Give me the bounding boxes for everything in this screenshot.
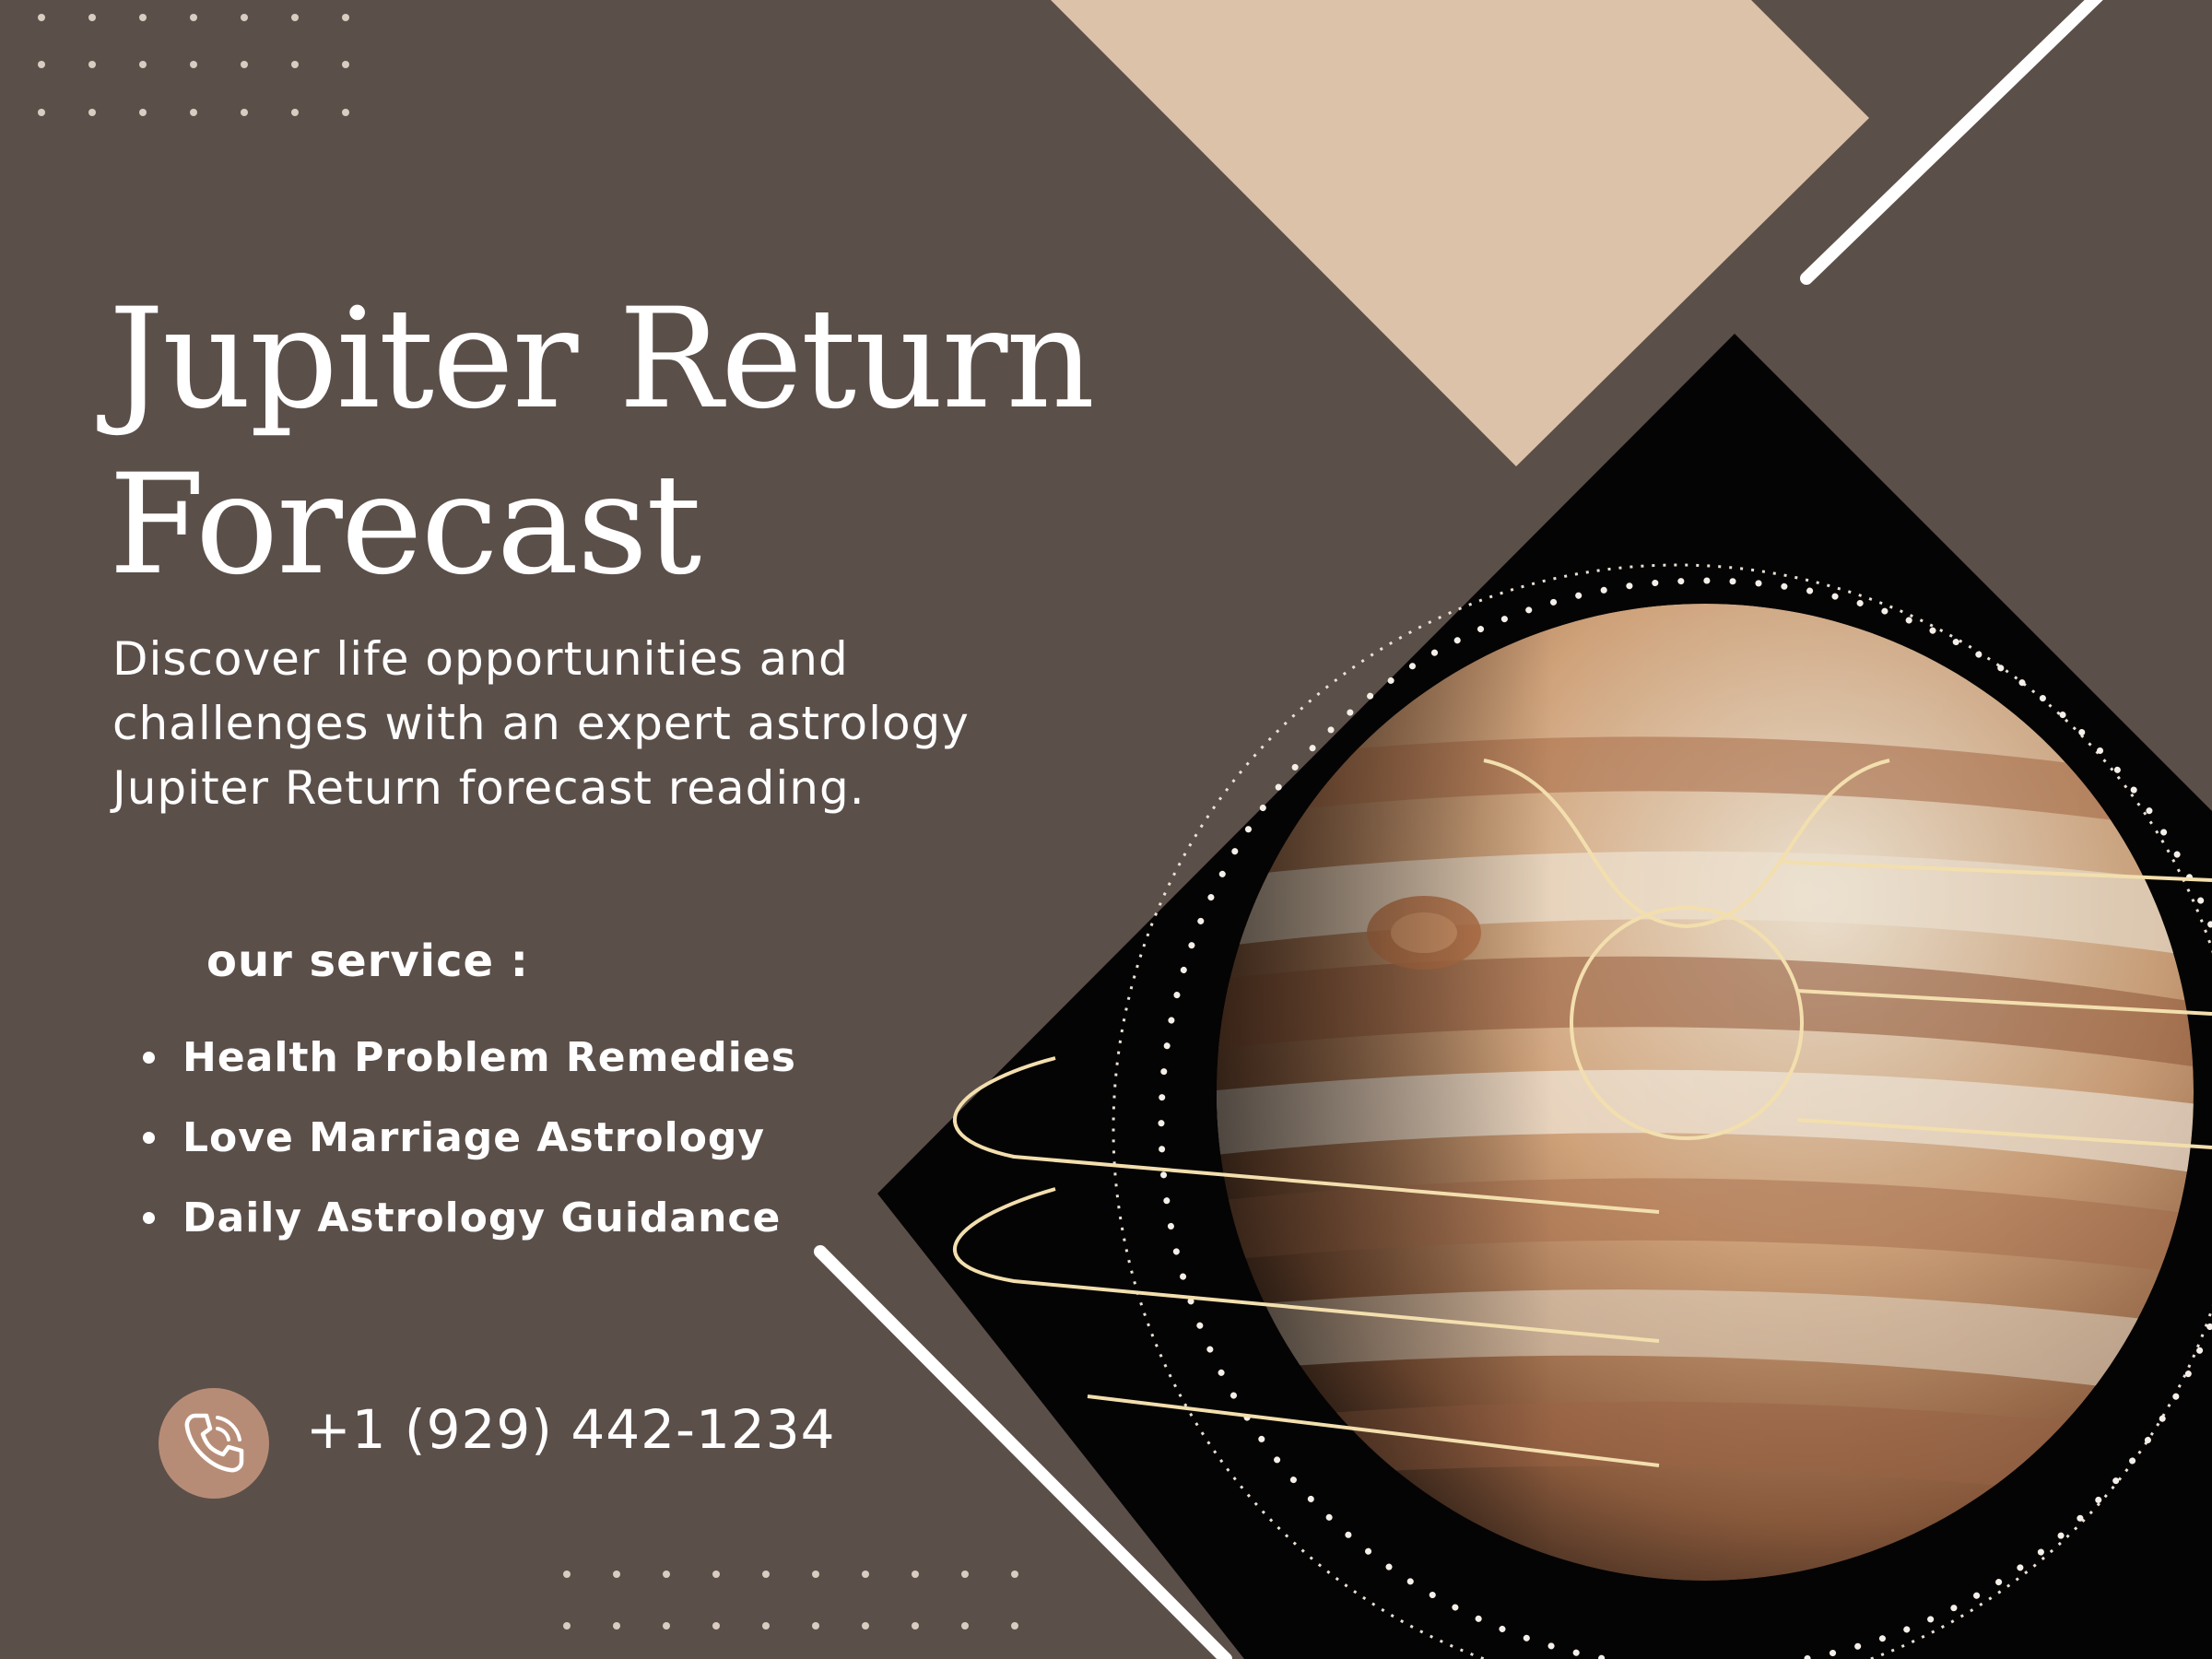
service-label: Daily Astrology Guidance [182,1194,782,1241]
poster-description: Discover life opportunities and challeng… [112,627,1034,820]
jupiter-planet [1217,604,2194,1581]
bullet-icon [143,1051,155,1064]
service-label: Health Problem Remedies [182,1034,796,1081]
diagonal-line-bottom [814,1245,1232,1659]
service-item: Love Marriage Astrology [143,1106,796,1186]
gold-line-art [952,759,2212,1467]
title-line-1: Jupiter Return [109,279,1095,440]
service-label: Love Marriage Astrology [182,1114,766,1161]
bullet-icon [143,1211,155,1224]
service-list: Health Problem Remedies Love Marriage As… [143,1026,796,1266]
phone-icon [159,1388,269,1499]
service-item: Health Problem Remedies [143,1026,796,1106]
description-line-3: Jupiter Return forecast reading. [112,761,865,815]
bullet-icon [143,1131,155,1144]
diagonal-line-top [1800,0,2103,285]
dot-grid-top [38,14,349,116]
beige-diamond [1051,0,1869,466]
service-item: Daily Astrology Guidance [143,1186,796,1266]
description-line-2: challenges with an expert astrology [112,697,970,750]
beaded-orbit-ring [1158,577,2212,1659]
dot-grid-bottom [563,1571,1018,1630]
phone-number: +1 (929) 442-1234 [306,1398,836,1461]
description-line-1: Discover life opportunities and [112,632,849,686]
title-line-2: Forecast [109,445,701,606]
service-heading: our service : [206,935,529,987]
poster-title: Jupiter Return Forecast [109,276,1169,608]
dotted-orbit-outer [1112,563,2212,1659]
